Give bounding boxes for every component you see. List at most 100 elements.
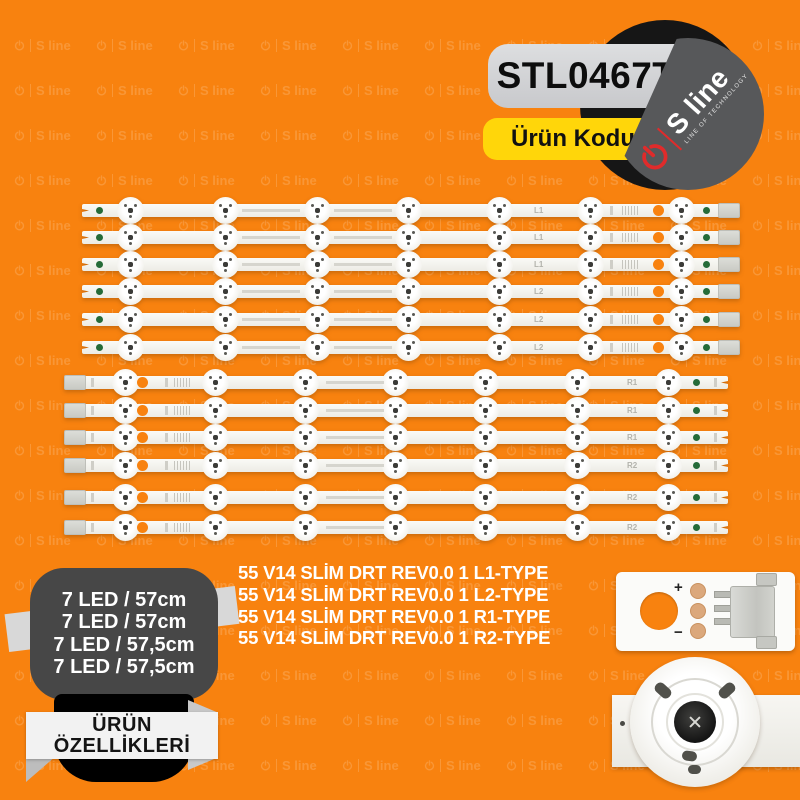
watermark-logo: S line [424, 83, 481, 98]
watermark-logo: S line [14, 533, 71, 548]
strip-type-label: R2 [627, 523, 638, 532]
spec-line: 7 LED / 57,5cm [53, 656, 195, 678]
watermark-logo: S line [342, 578, 399, 593]
conn-icon [64, 490, 86, 505]
hole-icon [653, 232, 664, 243]
gdot-icon [96, 288, 103, 295]
dash-icon [326, 436, 384, 439]
watermark-logo: S line [14, 398, 71, 413]
spec-line: 7 LED / 57cm [61, 588, 187, 611]
strip-type-label: L1 [534, 206, 544, 215]
led-lens-icon [304, 197, 331, 224]
led-lens-icon [486, 334, 513, 361]
tick-icon [165, 523, 168, 532]
conn-icon [718, 340, 740, 355]
strip-type-label: L2 [534, 287, 544, 296]
led-lens-icon [304, 224, 331, 251]
led-lens-icon [577, 251, 604, 278]
conn-icon [64, 430, 86, 445]
tick-icon [610, 315, 613, 324]
strip-type-label: L1 [534, 233, 544, 242]
led-lens-icon [472, 484, 499, 511]
bcode-icon [174, 523, 190, 532]
watermark-logo: S line [342, 713, 399, 728]
hole-icon [137, 377, 148, 388]
solder-pad [690, 583, 706, 599]
watermark-logo: S line [260, 758, 317, 773]
gdot-icon [96, 234, 103, 241]
conn-icon [64, 403, 86, 418]
watermark-logo: S line [506, 758, 563, 773]
tick-icon [91, 433, 94, 442]
led-lens-icon [395, 334, 422, 361]
led-lens-icon [202, 397, 229, 424]
led-lens-icon [292, 369, 319, 396]
dash-icon [334, 346, 392, 349]
watermark-logo: S line [342, 623, 399, 638]
connector-tab [756, 636, 777, 649]
led-strip-r2-10: R2 [64, 452, 728, 479]
watermark-logo: S line [752, 353, 800, 368]
watermark-logo: S line [260, 713, 317, 728]
tick-icon [165, 406, 168, 415]
watermark-logo: S line [96, 83, 153, 98]
band-dot [620, 721, 625, 726]
tick-icon [165, 493, 168, 502]
watermark-logo: S line [752, 308, 800, 323]
led-strip-l2-5: L2 [82, 306, 740, 333]
watermark-logo: S line [506, 668, 563, 683]
gdot-icon [96, 207, 103, 214]
conn-icon [64, 458, 86, 473]
led-lens-icon [668, 251, 695, 278]
watermark-logo: S line [424, 38, 481, 53]
hole-icon [653, 205, 664, 216]
hole-icon [653, 342, 664, 353]
watermark-logo: S line [342, 173, 399, 188]
led-lens-icon [304, 251, 331, 278]
led-strip-l2-4: L2 [82, 278, 740, 305]
watermark-logo: S line [752, 443, 800, 458]
led-lens-icon [292, 397, 319, 424]
watermark-logo: S line [588, 668, 645, 683]
dash-icon [326, 381, 384, 384]
hole-icon [137, 522, 148, 533]
led-lens-icon [564, 369, 591, 396]
led-lens-icon [668, 306, 695, 333]
led-lens-icon [117, 251, 144, 278]
led-lens-icon [577, 278, 604, 305]
led-lens-icon [304, 306, 331, 333]
watermark-logo: S line [506, 173, 563, 188]
led-lens-icon [304, 278, 331, 305]
specs-banner-line: ÖZELLİKLERİ [53, 734, 191, 757]
bcode-icon [174, 433, 190, 442]
watermark-logo: S line [14, 173, 71, 188]
bcode-icon [622, 233, 638, 242]
tick-icon [714, 523, 717, 532]
spec-line: 7 LED / 57,5cm [53, 633, 195, 656]
gdot-icon [703, 344, 710, 351]
dash-icon [334, 263, 392, 266]
watermark-logo: S line [342, 353, 399, 368]
strip-type-label: R2 [627, 461, 638, 470]
dash-icon [242, 290, 300, 293]
watermark-logo: S line [424, 173, 481, 188]
led-lens-icon [486, 197, 513, 224]
watermark-logo: S line [424, 443, 481, 458]
gdot-icon [693, 494, 700, 501]
led-lens-closeup [612, 655, 800, 800]
watermark-logo: S line [14, 308, 71, 323]
led-lens-icon [564, 452, 591, 479]
led-strip-l1-3: L1 [82, 251, 740, 278]
solder-pad [690, 623, 706, 639]
strip-type-label: L1 [534, 260, 544, 269]
led-lens-icon [292, 424, 319, 451]
led-lens-icon [655, 452, 682, 479]
tick-icon [610, 287, 613, 296]
gdot-icon [693, 524, 700, 531]
gdot-icon [703, 207, 710, 214]
led-lens-icon [472, 452, 499, 479]
led-lens-icon [292, 452, 319, 479]
watermark-logo: S line [14, 353, 71, 368]
dash-icon [334, 209, 392, 212]
led-strip-l1-1: L1 [82, 197, 740, 224]
